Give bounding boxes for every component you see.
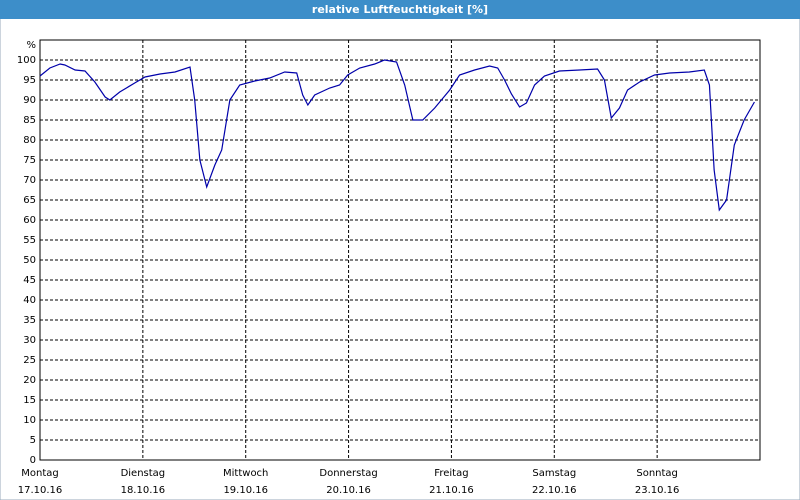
x-tick-date: 19.10.16 — [223, 485, 268, 496]
y-tick-label: 40 — [23, 295, 36, 306]
y-tick-label: 10 — [23, 415, 36, 426]
y-tick-label: 95 — [23, 75, 36, 86]
y-tick-label: 55 — [23, 235, 36, 246]
y-tick-label: 60 — [23, 215, 36, 226]
x-tick-label: Samstag — [532, 468, 576, 479]
x-tick-label: Donnerstag — [319, 468, 377, 479]
y-tick-label: 45 — [23, 275, 36, 286]
title-bar — [0, 0, 800, 19]
x-tick-date: 20.10.16 — [326, 485, 371, 496]
y-tick-label: 35 — [23, 315, 36, 326]
y-tick-label: 85 — [23, 115, 36, 126]
y-tick-label: 15 — [23, 395, 36, 406]
data-line — [39, 59, 755, 212]
y-tick-label: 25 — [23, 355, 36, 366]
x-tick-label: Dienstag — [121, 468, 166, 479]
x-tick-label: Freitag — [434, 468, 468, 479]
x-tick-date: 18.10.16 — [121, 485, 166, 496]
y-tick-label: 70 — [23, 175, 36, 186]
y-axis-label: % — [26, 40, 36, 51]
x-tick-date: 17.10.16 — [18, 485, 63, 496]
y-tick-label: 20 — [23, 375, 36, 386]
x-tick-date: 23.10.16 — [635, 485, 680, 496]
y-tick-label: 75 — [23, 155, 36, 166]
x-tick-label: Mittwoch — [223, 468, 268, 479]
x-tick-label: Sonntag — [636, 468, 678, 479]
y-tick-label: 30 — [23, 335, 36, 346]
x-tick-date: 22.10.16 — [532, 485, 577, 496]
y-tick-label: 100 — [17, 55, 36, 66]
y-tick-label: 80 — [23, 135, 36, 146]
y-tick-label: 5 — [30, 435, 36, 446]
y-tick-label: 90 — [23, 95, 36, 106]
y-tick-label: 65 — [23, 195, 36, 206]
chart-title: relative Luftfeuchtigkeit [%] — [312, 3, 488, 16]
plot-area — [39, 39, 761, 461]
y-tick-label: 0 — [30, 455, 36, 466]
y-tick-label: 50 — [23, 255, 36, 266]
x-tick-date: 21.10.16 — [429, 485, 474, 496]
x-tick-label: Montag — [21, 468, 58, 479]
